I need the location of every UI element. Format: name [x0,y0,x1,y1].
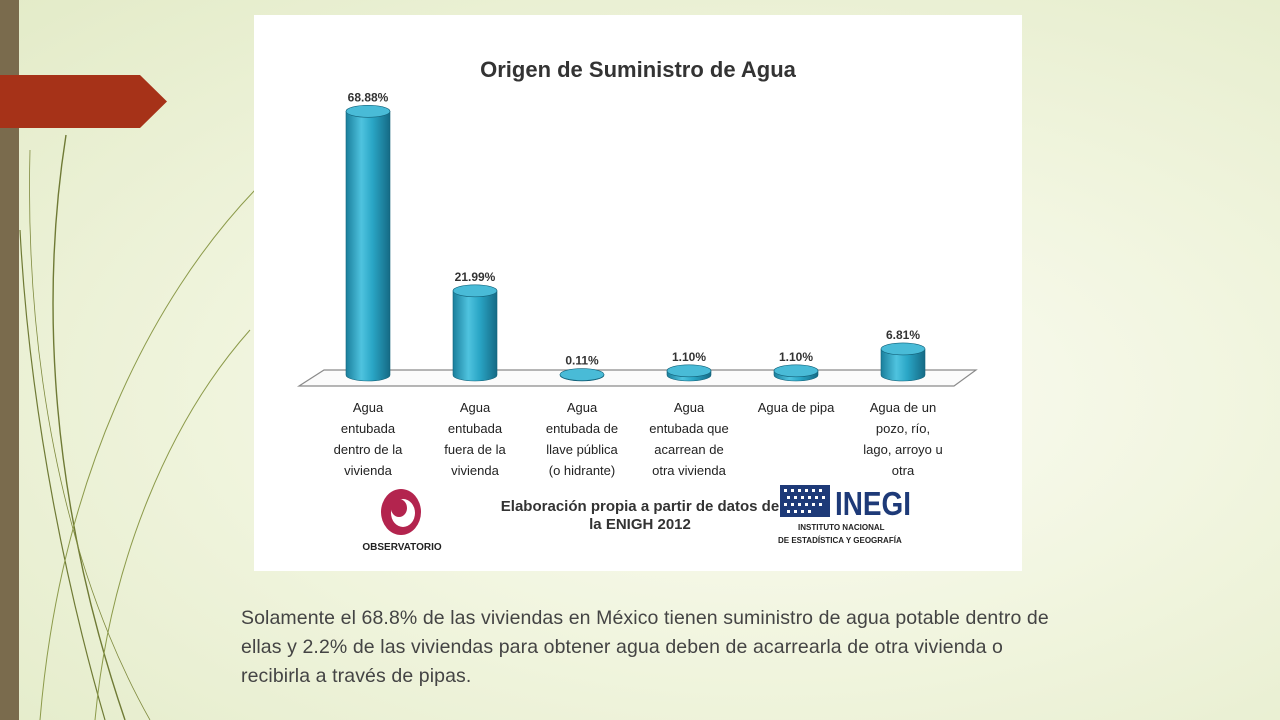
inegi-subtitle-line-2: DE ESTADÍSTICA Y GEOGRAFÍA [778,536,902,545]
category-label-2-line-3: (o hidrante) [549,463,615,478]
category-label-3-line-2: acarrean de [654,442,723,457]
inegi-subtitle-line-1: INSTITUTO NACIONAL [798,523,885,532]
data-label-4: 1.10% [779,350,813,364]
category-label-0-line-0: Agua [353,400,384,415]
category-label-1-line-3: vivienda [451,463,499,478]
sidebar-stripe [0,0,19,720]
category-label-5-line-2: lago, arroyo u [863,442,943,457]
data-label-5: 6.81% [886,328,920,342]
data-label-1: 21.99% [455,270,496,284]
observatorio-logo: OBSERVATORIO [362,489,442,553]
bar-1 [452,284,498,382]
category-label-0-line-2: dentro de la [334,442,403,457]
inegi-logo: INEGI INSTITUTO NACIONAL DE ESTADÍSTICA … [778,485,911,545]
category-label-2-line-0: Agua [567,400,598,415]
category-label-3-line-1: entubada que [649,421,729,436]
category-label-1-line-2: fuera de la [444,442,506,457]
chart-floor [296,369,978,387]
category-label-2-line-2: llave pública [546,442,618,457]
data-label-2: 0.11% [565,354,599,368]
category-label-0-line-3: vivienda [344,463,392,478]
category-label-3-line-0: Agua [674,400,705,415]
category-label-1-line-1: entubada [448,421,503,436]
source-note-line-2: la ENIGH 2012 [589,516,691,533]
chart-panel: Origen de Suministro de Agua 68.88% 21.99… [254,15,1022,571]
accent-tab [0,75,167,128]
bar-0 [345,104,391,382]
category-label-0-line-1: entubada [341,421,396,436]
decorative-lines [19,134,256,720]
bar-chart: Origen de Suministro de Agua 68.88% 21.99… [296,57,978,553]
inegi-logo-text: INEGI [835,485,911,522]
data-label-0: 68.88% [348,90,389,104]
bar-2 [559,368,605,382]
category-label-5-line-1: pozo, río, [876,421,930,436]
bar-5 [880,342,926,382]
category-label-1-line-0: Agua [460,400,491,415]
bar-4 [773,364,819,382]
bar-3 [666,364,712,382]
category-label-2-line-1: entubada de [546,421,618,436]
category-label-5-line-3: otra [892,463,915,478]
category-label-4-line-0: Agua de pipa [758,400,835,415]
slide-caption: Solamente el 68.8% de las viviendas en M… [241,607,1049,687]
chart-title: Origen de Suministro de Agua [480,57,797,82]
source-note-line-1: Elaboración propia a partir de datos de [501,498,779,515]
category-label-5-line-0: Agua de un [870,400,937,415]
category-label-3-line-3: otra vivienda [652,463,726,478]
data-label-3: 1.10% [672,350,706,364]
observatorio-logo-text: OBSERVATORIO [362,542,441,553]
